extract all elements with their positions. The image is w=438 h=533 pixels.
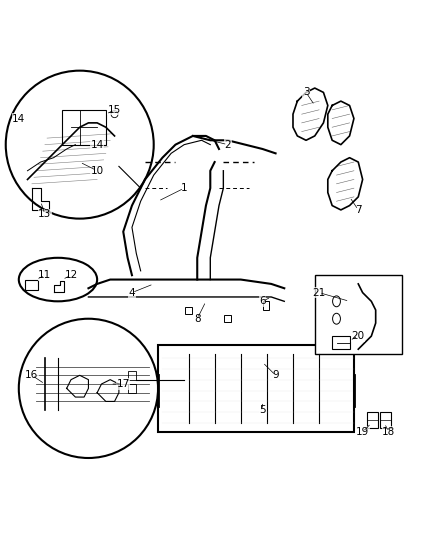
- Bar: [224, 315, 231, 322]
- Text: 10: 10: [91, 166, 104, 176]
- Text: 5: 5: [259, 405, 266, 415]
- Bar: [315, 275, 402, 353]
- Text: 17: 17: [117, 379, 130, 389]
- Text: 8: 8: [194, 314, 201, 324]
- Bar: [367, 413, 378, 427]
- Text: 2: 2: [224, 140, 231, 150]
- Bar: [262, 301, 269, 310]
- Text: 16: 16: [25, 370, 39, 381]
- Bar: [127, 384, 136, 393]
- Text: 19: 19: [356, 427, 369, 437]
- Text: 14: 14: [12, 114, 25, 124]
- FancyBboxPatch shape: [158, 345, 354, 432]
- Bar: [62, 110, 106, 144]
- Text: 21: 21: [312, 288, 326, 297]
- Text: 20: 20: [352, 331, 365, 341]
- Text: 14: 14: [91, 140, 104, 150]
- Text: 3: 3: [303, 87, 309, 98]
- Bar: [380, 413, 391, 427]
- Text: 11: 11: [38, 270, 52, 280]
- Text: 18: 18: [382, 427, 396, 437]
- Text: 15: 15: [108, 105, 121, 115]
- Bar: [185, 306, 192, 313]
- Text: 13: 13: [38, 209, 52, 219]
- Text: 1: 1: [181, 183, 187, 193]
- Text: 7: 7: [355, 205, 362, 215]
- Text: 12: 12: [64, 270, 78, 280]
- Text: 9: 9: [272, 370, 279, 381]
- Bar: [127, 371, 136, 379]
- Text: 6: 6: [259, 296, 266, 306]
- Text: 4: 4: [129, 288, 135, 297]
